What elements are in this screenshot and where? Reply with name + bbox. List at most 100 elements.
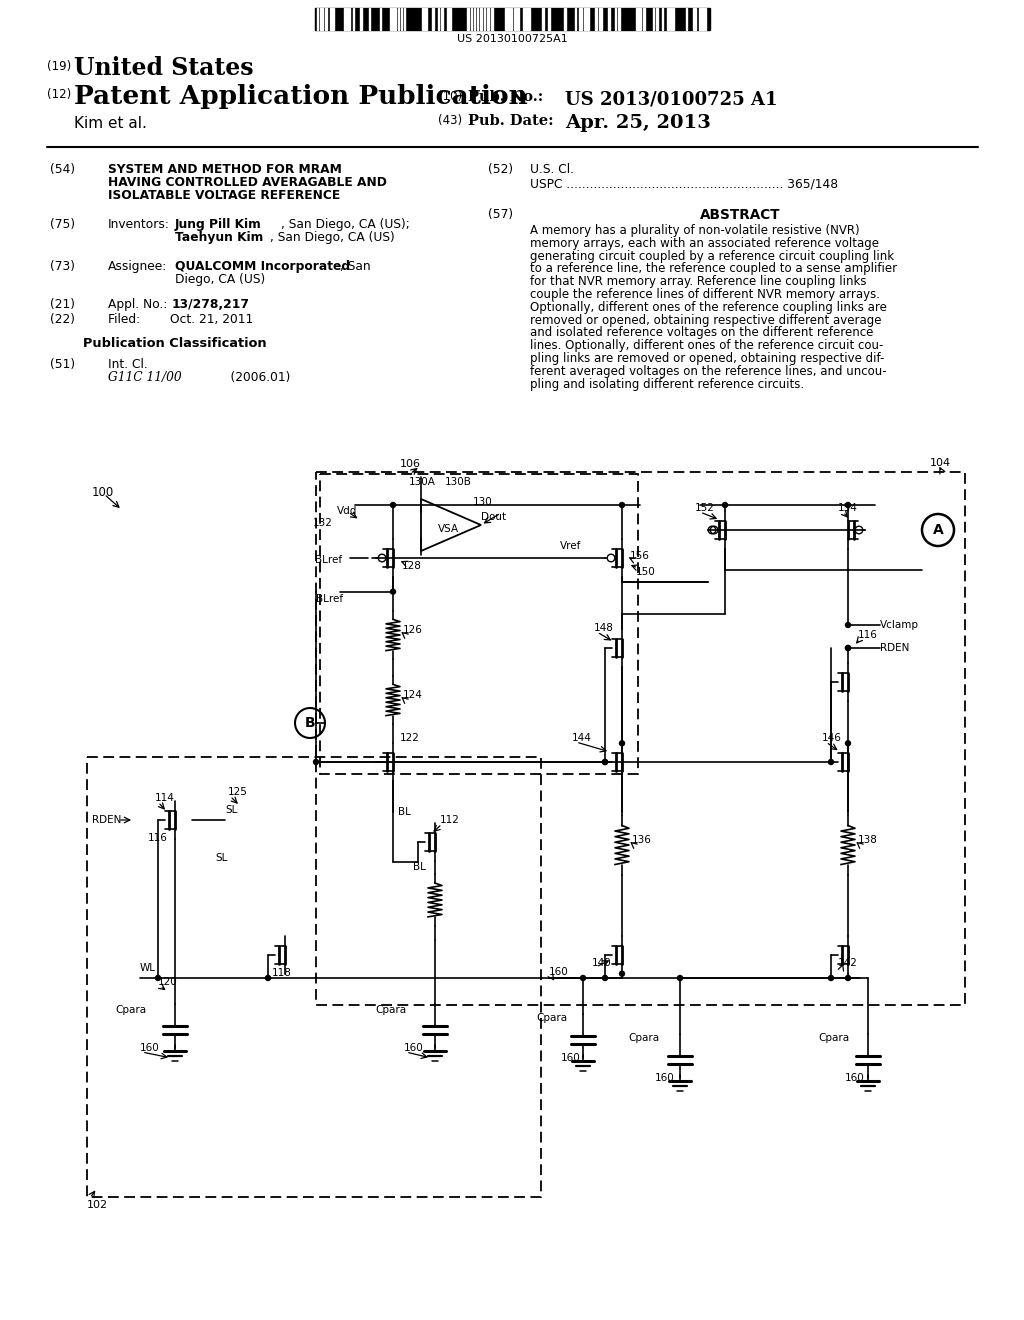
Bar	[325, 8, 327, 30]
Text: , San Diego, CA (US);: , San Diego, CA (US);	[281, 218, 410, 231]
Text: Filed:: Filed:	[108, 313, 171, 326]
Circle shape	[620, 972, 625, 977]
Bar	[432, 8, 434, 30]
Bar	[618, 8, 620, 30]
Bar	[639, 8, 641, 30]
Text: 160: 160	[404, 1043, 424, 1053]
Bar	[693, 8, 696, 30]
Text: removed or opened, obtaining respective different average: removed or opened, obtaining respective …	[530, 314, 882, 326]
Text: Publication Classification: Publication Classification	[83, 337, 267, 350]
Text: (10): (10)	[438, 90, 462, 103]
Text: (51): (51)	[50, 358, 75, 371]
Text: USPC ........................................................ 365/148: USPC ...................................…	[530, 177, 838, 190]
Text: 126: 126	[403, 624, 423, 635]
Bar	[315, 8, 710, 30]
Circle shape	[602, 759, 607, 764]
Bar	[449, 8, 451, 30]
Text: (75): (75)	[50, 218, 75, 231]
Text: SL: SL	[225, 805, 238, 814]
Bar	[441, 8, 443, 30]
Text: BL: BL	[413, 862, 426, 873]
Text: HAVING CONTROLLED AVERAGABLE AND: HAVING CONTROLLED AVERAGABLE AND	[108, 176, 387, 189]
Text: (52): (52)	[488, 162, 513, 176]
Text: United States: United States	[74, 55, 254, 81]
Text: 106: 106	[400, 459, 421, 469]
Bar	[564, 8, 566, 30]
Text: (54): (54)	[50, 162, 75, 176]
Circle shape	[390, 589, 395, 594]
Text: 13/278,217: 13/278,217	[172, 298, 250, 312]
Text: (21): (21)	[50, 298, 75, 312]
Circle shape	[846, 645, 851, 651]
Text: Apr. 25, 2013: Apr. 25, 2013	[565, 114, 711, 132]
Text: 160: 160	[845, 1073, 864, 1082]
Text: 116: 116	[148, 833, 168, 843]
Circle shape	[846, 741, 851, 746]
Bar	[319, 8, 323, 30]
Bar	[487, 8, 489, 30]
Text: 150: 150	[636, 568, 655, 577]
Bar	[505, 8, 508, 30]
Text: Optionally, different ones of the reference coupling links are: Optionally, different ones of the refere…	[530, 301, 887, 314]
Text: 142: 142	[838, 958, 858, 968]
Text: , San Diego, CA (US): , San Diego, CA (US)	[270, 231, 394, 244]
Text: couple the reference lines of different NVR memory arrays.: couple the reference lines of different …	[530, 288, 880, 301]
Circle shape	[846, 645, 851, 651]
Circle shape	[620, 741, 625, 746]
Text: Assignee:: Assignee:	[108, 260, 167, 273]
Text: 152: 152	[695, 503, 715, 513]
Text: Pub. Date:: Pub. Date:	[468, 114, 554, 128]
Text: A memory has a plurality of non-volatile resistive (NVR): A memory has a plurality of non-volatile…	[530, 224, 859, 238]
Text: Kim et al.: Kim et al.	[74, 116, 146, 131]
Bar	[344, 8, 346, 30]
Circle shape	[313, 759, 318, 764]
Text: for that NVR memory array. Reference line coupling links: for that NVR memory array. Reference lin…	[530, 275, 866, 288]
Text: G11C 11/00: G11C 11/00	[108, 371, 181, 384]
Text: 120: 120	[158, 977, 178, 987]
Circle shape	[602, 975, 607, 981]
Bar	[523, 8, 526, 30]
Text: 148: 148	[594, 623, 613, 634]
Text: 140: 140	[592, 958, 611, 968]
Circle shape	[828, 975, 834, 981]
Bar	[480, 8, 482, 30]
Text: (57): (57)	[488, 209, 513, 220]
Circle shape	[265, 975, 270, 981]
Text: US 2013/0100725 A1: US 2013/0100725 A1	[565, 90, 777, 108]
Text: SYSTEM AND METHOD FOR MRAM: SYSTEM AND METHOD FOR MRAM	[108, 162, 342, 176]
Bar	[643, 8, 645, 30]
Text: Taehyun Kim: Taehyun Kim	[175, 231, 263, 244]
Bar	[527, 8, 530, 30]
Text: 136: 136	[632, 836, 652, 845]
Circle shape	[156, 975, 161, 981]
Text: SL: SL	[215, 853, 227, 863]
Text: Int. Cl.: Int. Cl.	[108, 358, 147, 371]
Text: 154: 154	[838, 503, 858, 513]
Bar	[579, 8, 582, 30]
Text: Jung Pill Kim: Jung Pill Kim	[175, 218, 262, 231]
Text: RDEN: RDEN	[880, 643, 909, 653]
Text: 100: 100	[92, 486, 115, 499]
Text: Appl. No.:: Appl. No.:	[108, 298, 171, 312]
Text: Oct. 21, 2011: Oct. 21, 2011	[170, 313, 253, 326]
Text: , San: , San	[340, 260, 371, 273]
Text: US 20130100725A1: US 20130100725A1	[457, 34, 567, 44]
Text: 124: 124	[403, 690, 423, 700]
Text: 116: 116	[858, 630, 878, 640]
Bar	[542, 8, 544, 30]
Circle shape	[723, 503, 727, 507]
Text: Cpara: Cpara	[115, 1005, 146, 1015]
Text: Diego, CA (US): Diego, CA (US)	[175, 273, 265, 286]
Text: Cpara: Cpara	[818, 1034, 849, 1043]
Text: ABSTRACT: ABSTRACT	[699, 209, 780, 222]
Text: 125: 125	[228, 787, 248, 797]
Text: 160: 160	[549, 968, 568, 977]
Text: (2006.01): (2006.01)	[215, 371, 291, 384]
Text: U.S. Cl.: U.S. Cl.	[530, 162, 574, 176]
Text: 146: 146	[822, 733, 842, 743]
Text: Vclamp: Vclamp	[880, 620, 919, 630]
Circle shape	[581, 975, 586, 981]
Text: 130B: 130B	[445, 477, 472, 487]
Text: and isolated reference voltages on the different reference: and isolated reference voltages on the d…	[530, 326, 873, 339]
Text: Cpara: Cpara	[536, 1012, 567, 1023]
